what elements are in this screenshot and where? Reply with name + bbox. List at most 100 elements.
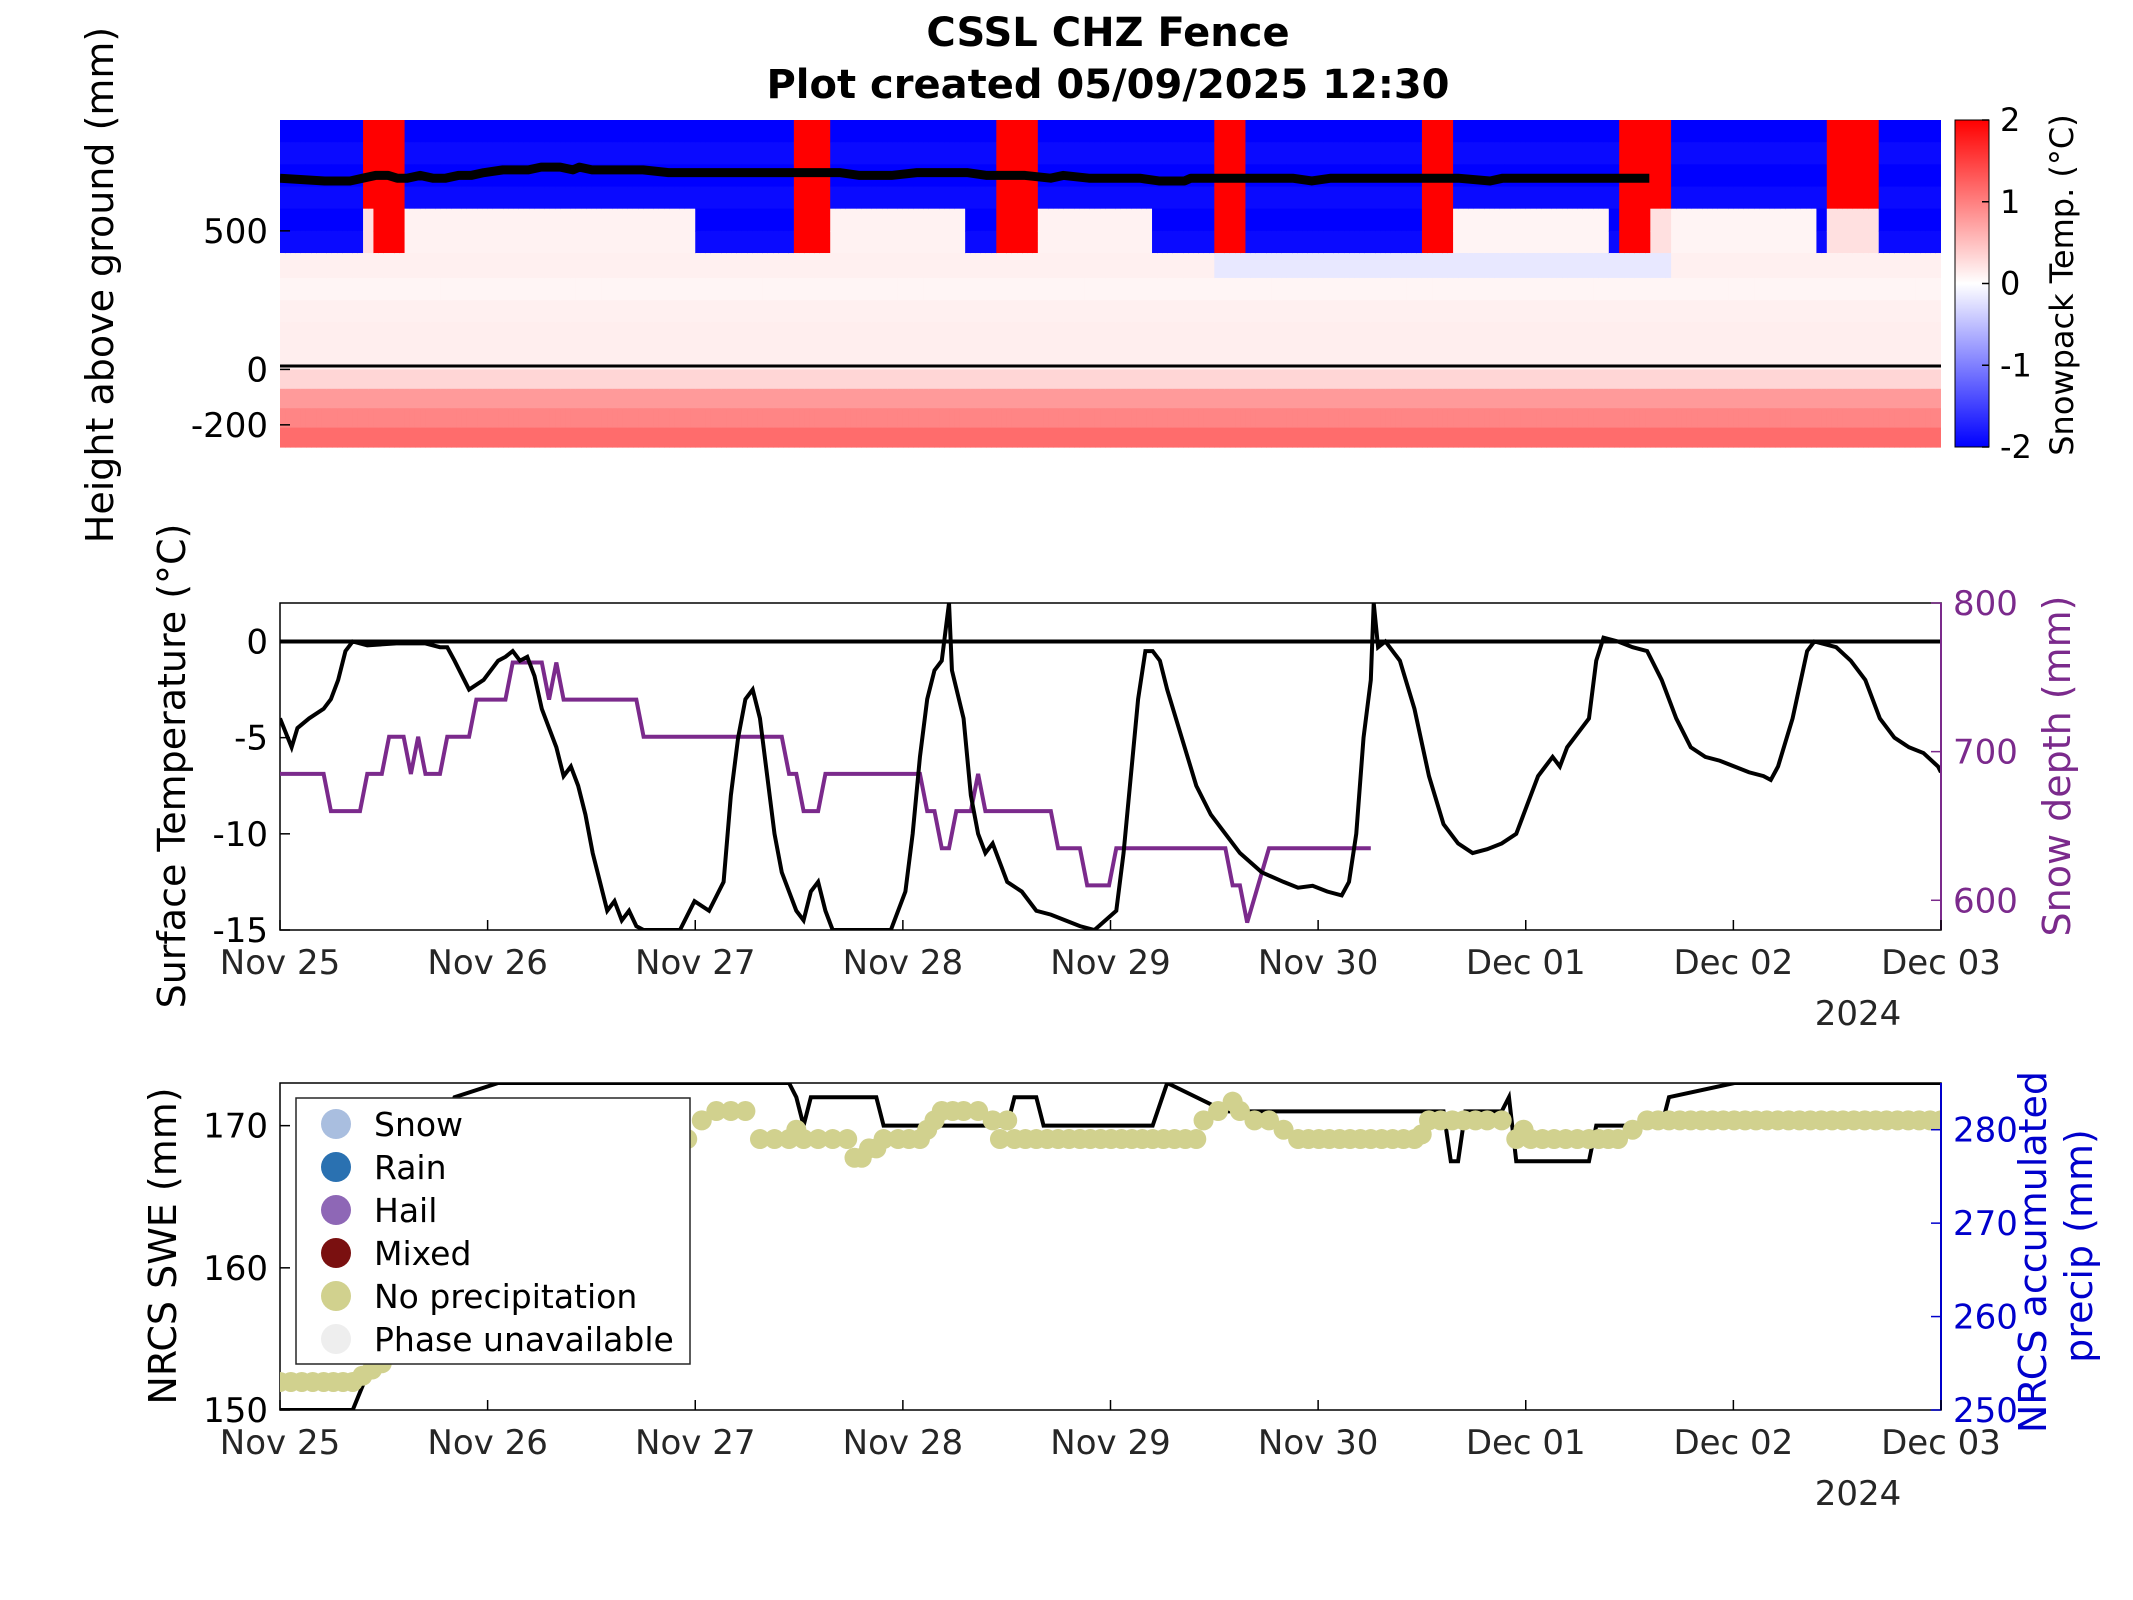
heatmap-cell [523, 369, 530, 390]
heatmap-cell [394, 208, 400, 232]
heatmap-cell [632, 142, 639, 165]
heatmap-cell [456, 120, 463, 143]
heatmap-cell [892, 186, 899, 210]
heatmap-cell [648, 208, 655, 232]
heatmap-cell [1074, 388, 1080, 409]
heatmap-cell [1261, 277, 1267, 301]
heatmap-cell [1198, 369, 1205, 390]
heatmap-cell [1053, 253, 1060, 279]
heatmap-cell [835, 186, 842, 210]
heatmap-cell [1878, 300, 1885, 323]
heatmap-cell [1593, 277, 1600, 301]
heatmap-cell [1915, 277, 1921, 301]
heatmap-cell [1037, 230, 1044, 254]
heatmap-cell [404, 120, 411, 143]
heatmap-cell [1017, 120, 1023, 143]
legend-marker [321, 1281, 351, 1311]
heatmap-cell [1863, 408, 1869, 429]
heatmap-cell [866, 369, 873, 390]
heatmap-cell [1302, 408, 1309, 429]
heatmap-cell [1655, 230, 1662, 254]
heatmap-cell [1224, 369, 1231, 390]
heatmap-cell [321, 300, 328, 323]
heatmap-cell [342, 230, 349, 254]
heatmap-cell [1857, 120, 1864, 143]
heatmap-cell [975, 408, 982, 429]
heatmap-cell [1364, 322, 1371, 371]
heatmap-cell [669, 208, 676, 232]
heatmap-cell [337, 186, 343, 210]
heatmap-cell [1271, 142, 1278, 165]
heatmap-cell [1011, 142, 1018, 165]
heatmap-cell [440, 369, 447, 390]
heatmap-cell [1722, 408, 1729, 429]
heatmap-cell [1904, 322, 1911, 371]
colorbar-tick-label: 1 [2000, 183, 2020, 221]
heatmap-cell [1639, 322, 1646, 371]
heatmap-cell [1473, 300, 1480, 323]
heatmap-cell [928, 208, 935, 232]
heatmap-cell [1276, 142, 1283, 165]
heatmap-cell [1660, 408, 1667, 429]
heatmap-cell [866, 186, 873, 210]
precip-marker [1491, 1110, 1512, 1131]
heatmap-cell [814, 208, 821, 232]
heatmap-cell [612, 253, 618, 279]
heatmap-cell [1370, 427, 1376, 448]
heatmap-cell [508, 186, 515, 210]
heatmap-cell [1411, 388, 1418, 409]
heatmap-cell [290, 408, 297, 429]
heatmap-cell [845, 208, 852, 232]
heatmap-cell [1650, 120, 1657, 143]
heatmap-cell [1437, 408, 1444, 429]
heatmap-cell [1499, 142, 1506, 165]
heatmap-cell [1110, 369, 1117, 390]
precip-y-label-line2: precip (mm) [2057, 1129, 2101, 1363]
heatmap-cell [1105, 388, 1112, 409]
heatmap-cell [1043, 186, 1049, 210]
heatmap-cell [1785, 322, 1792, 371]
heatmap-cell [1126, 427, 1132, 448]
heatmap-cell [1390, 120, 1397, 143]
heatmap-cell [440, 142, 447, 165]
heatmap-cell [1281, 408, 1288, 429]
heatmap-cell [949, 300, 956, 323]
heatmap-cell [1022, 427, 1029, 448]
heatmap-cell [959, 427, 966, 448]
heatmap-cell [1281, 142, 1288, 165]
heatmap-cell [1759, 277, 1766, 301]
heatmap-cell [1899, 253, 1906, 279]
heatmap-cell [1032, 120, 1039, 143]
heatmap-cell [1006, 300, 1013, 323]
heatmap-cell [1536, 408, 1542, 429]
heatmap-cell [767, 277, 774, 301]
heatmap-cell [1598, 322, 1605, 371]
heatmap-cell [513, 164, 520, 188]
heatmap-cell [1712, 253, 1719, 279]
heatmap-cell [1645, 277, 1651, 301]
heatmap-cell [892, 300, 899, 323]
heatmap-cell [409, 388, 416, 409]
heatmap-cell [1292, 322, 1298, 371]
heatmap-cell [1302, 388, 1309, 409]
heatmap-cell [1120, 408, 1127, 429]
heatmap-cell [1629, 230, 1636, 254]
heatmap-cell [1167, 208, 1174, 232]
heatmap-cell [1743, 253, 1750, 279]
heatmap-cell [1525, 120, 1532, 143]
heatmap-cell [991, 388, 997, 409]
heatmap-cell [1094, 253, 1101, 279]
heatmap-cell [1338, 388, 1345, 409]
heatmap-cell [1645, 369, 1651, 390]
heatmap-cell [451, 408, 458, 429]
heatmap-cell [1899, 230, 1906, 254]
heatmap-cell [1878, 230, 1885, 254]
heatmap-cell [700, 142, 707, 165]
heatmap-cell [970, 142, 977, 165]
heatmap-cell [1588, 253, 1594, 279]
heatmap-cell [1209, 427, 1215, 448]
heatmap-cell [1536, 300, 1542, 323]
heatmap-cell [710, 142, 717, 165]
heatmap-cell [778, 277, 785, 301]
heatmap-cell [1115, 230, 1122, 254]
